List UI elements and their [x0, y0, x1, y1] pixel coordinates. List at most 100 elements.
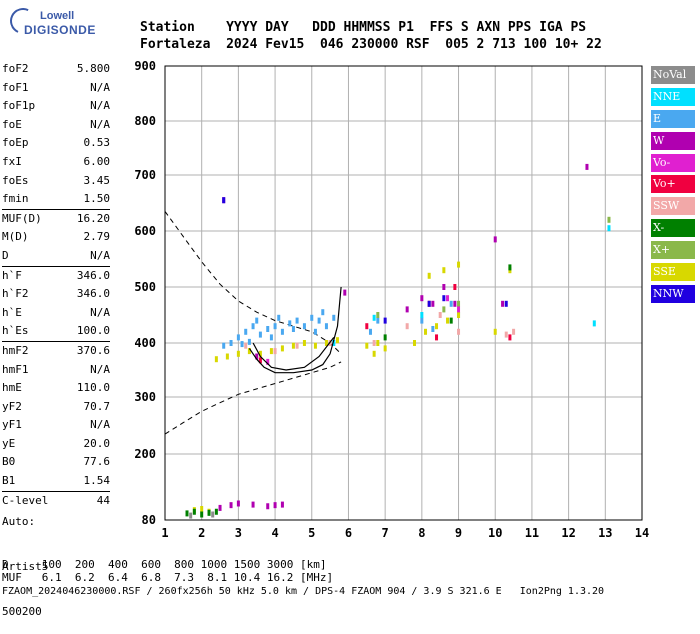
data-point [222, 342, 226, 349]
x-tick-label: 1 [161, 526, 168, 540]
data-point [266, 326, 270, 332]
data-point [332, 314, 336, 321]
data-point [218, 504, 222, 511]
auto-artist: Artist5 [2, 560, 49, 573]
legend-item: W [651, 131, 695, 150]
data-point [405, 323, 409, 330]
data-point [295, 342, 299, 349]
data-point [273, 348, 277, 355]
y-tick-label: 900 [134, 59, 156, 73]
data-point [457, 328, 461, 335]
param-key: MUF(D) [2, 211, 42, 225]
data-point [273, 502, 277, 509]
param-value: 1.50 [83, 192, 111, 206]
param-value: 346.0 [76, 268, 110, 282]
param-key: fxI [2, 154, 22, 168]
data-point [225, 353, 229, 360]
logo-line2: DIGISONDE [24, 23, 96, 37]
data-point [214, 508, 218, 515]
data-point [277, 314, 281, 321]
legend-item: X- [651, 219, 695, 238]
parameters-panel: foF2 5.800 foF1 N/A foF1p N/A foE N/A foEp 0.53 fx… [2, 60, 110, 510]
data-point [269, 348, 273, 355]
footer-muf-line: MUF 6.1 6.2 6.4 6.8 7.3 8.1 10.4 16.2 [M… [2, 571, 334, 584]
param-key: hmE [2, 381, 22, 395]
data-point [280, 328, 284, 335]
param-row: h`F 346.0 [2, 265, 110, 286]
param-row: foEs 3.45 [2, 172, 110, 191]
data-point [368, 328, 372, 335]
data-point [607, 225, 611, 232]
x-tick-label: 8 [418, 526, 425, 540]
dashed-lower-curve [164, 361, 342, 435]
param-value: 70.7 [83, 399, 111, 413]
legend-item: X+ [651, 241, 695, 260]
data-point [592, 320, 596, 327]
data-point [240, 341, 244, 348]
param-row: foF2 5.800 [2, 60, 110, 79]
header-row2: Fortaleza 2024 Fev15 046 230000 RSF 005 … [140, 37, 602, 52]
x-tick-label: 12 [561, 526, 575, 540]
x-tick-label: 13 [598, 526, 612, 540]
param-row: B1 1.54 [2, 472, 110, 491]
data-point [321, 309, 325, 316]
data-point [493, 328, 497, 335]
param-row: yF2 70.7 [2, 398, 110, 417]
data-point [446, 295, 450, 302]
param-value: 44 [96, 493, 110, 507]
auto-code: 500200 [2, 605, 42, 618]
param-row: M(D) 2.79 [2, 228, 110, 247]
data-point [236, 500, 240, 507]
param-value: 346.0 [76, 287, 110, 301]
param-value: N/A [90, 362, 110, 376]
data-point [291, 326, 295, 332]
data-point [431, 326, 435, 332]
data-point [453, 300, 457, 307]
trace-curve [252, 337, 335, 371]
data-point [365, 323, 369, 330]
data-point [266, 503, 270, 510]
data-point [383, 317, 387, 324]
data-point [457, 306, 461, 313]
param-value: 16.20 [76, 211, 110, 225]
data-point [295, 317, 299, 324]
data-point [291, 342, 295, 349]
profile-curve [248, 286, 342, 374]
data-point [457, 312, 461, 318]
data-point [420, 317, 424, 324]
param-row: h`Es 100.0 [2, 322, 110, 341]
param-key: yF2 [2, 399, 22, 413]
y-tick-label: 500 [134, 280, 156, 294]
data-point [383, 345, 387, 352]
data-point [372, 340, 376, 346]
data-point [273, 323, 277, 330]
param-row: hmF2 370.6 [2, 340, 110, 361]
data-point [335, 337, 339, 344]
data-point [247, 338, 251, 345]
plot-frame [164, 65, 643, 521]
data-point [376, 312, 380, 318]
data-point [376, 317, 380, 324]
data-point [442, 267, 446, 274]
param-value: N/A [90, 305, 110, 319]
data-point [512, 328, 516, 335]
data-point [442, 306, 446, 313]
param-row: hmF1 N/A [2, 361, 110, 380]
param-row: fxI 6.00 [2, 153, 110, 172]
x-tick-label: 9 [455, 526, 462, 540]
y-tick-label: 800 [134, 114, 156, 128]
data-point [280, 501, 284, 508]
param-key: C-level [2, 493, 49, 507]
param-value: N/A [90, 418, 110, 432]
data-point [442, 284, 446, 290]
param-row: foF1 N/A [2, 79, 110, 98]
data-point [200, 506, 204, 512]
param-value: 100.0 [76, 324, 110, 338]
y-tick-label: 600 [134, 224, 156, 238]
data-point [457, 261, 461, 268]
data-point [269, 334, 273, 341]
data-point [501, 300, 505, 307]
data-point [376, 340, 380, 346]
data-point [229, 340, 233, 346]
param-row: h`E N/A [2, 304, 110, 323]
